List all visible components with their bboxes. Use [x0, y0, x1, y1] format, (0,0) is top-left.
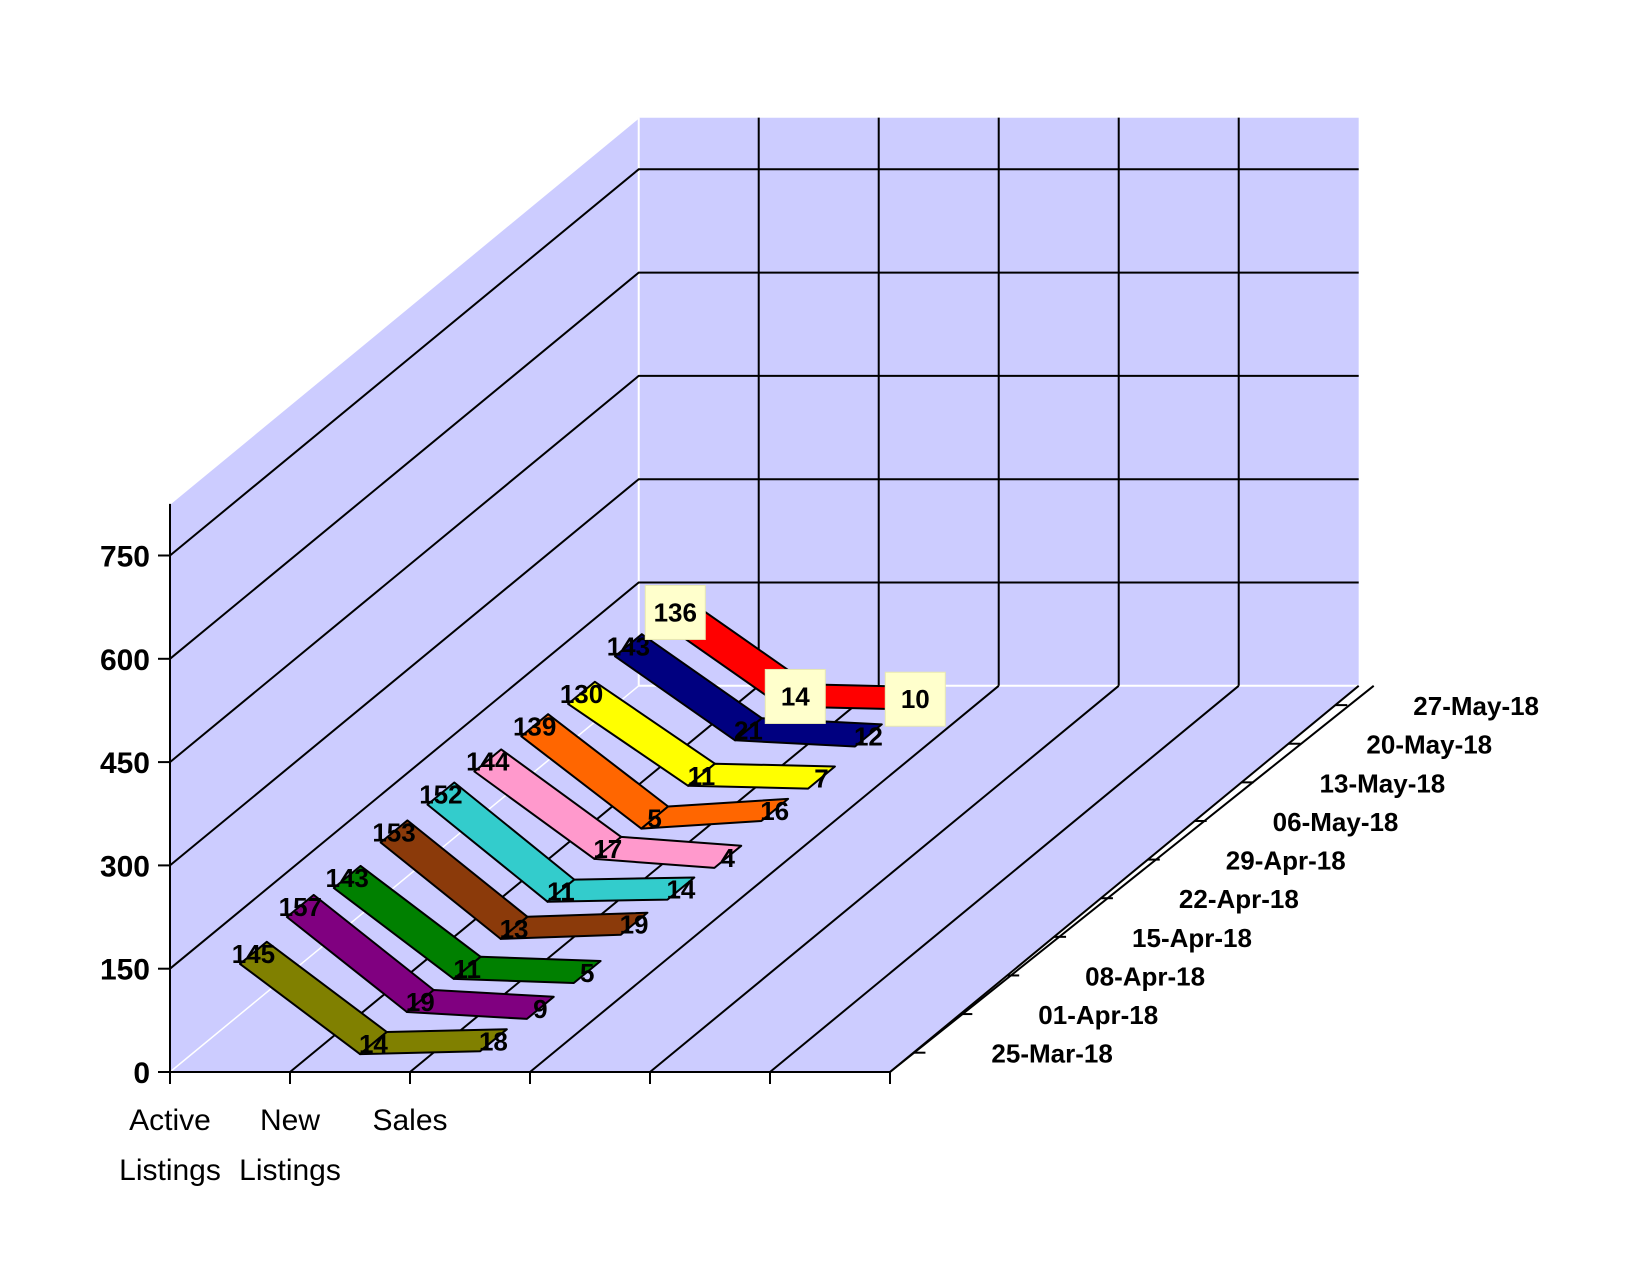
data-label: 144 — [466, 746, 510, 776]
series-label: 06-May-18 — [1273, 807, 1399, 837]
y-axis: 0 150 300 450 600 750 — [100, 503, 171, 1090]
data-label: 14 — [359, 1029, 388, 1059]
series-ribbon-segment — [499, 911, 649, 940]
x-axis: Active Listings New Listings Sales — [119, 1071, 891, 1187]
series-ribbon-segment — [546, 876, 696, 903]
data-label: 139 — [513, 711, 556, 741]
data-label: 19 — [620, 910, 649, 940]
x-category-line: Active — [129, 1104, 211, 1137]
z-axis: 25-Mar-18 01-Apr-18 08-Apr-18 15-Apr-18 22-A… — [889, 685, 1539, 1073]
series-label: 08-Apr-18 — [1085, 961, 1205, 991]
data-label: 11 — [688, 761, 716, 791]
series-ribbon-segment — [593, 835, 743, 869]
data-label: 16 — [760, 796, 789, 826]
data-label: 5 — [580, 958, 594, 988]
data-label-box — [764, 668, 826, 724]
x-category-line: New — [260, 1104, 320, 1137]
data-label: 19 — [406, 987, 435, 1017]
y-tick-label: 0 — [133, 1057, 150, 1090]
y-tick-label: 750 — [100, 541, 150, 574]
series-ribbon-segment — [734, 717, 883, 748]
data-label: 143 — [607, 631, 650, 661]
data-label: 10 — [901, 684, 930, 714]
data-label: 4 — [721, 843, 736, 873]
y-tick-label: 150 — [100, 954, 150, 987]
data-label: 17 — [593, 834, 622, 864]
data-label: 9 — [533, 994, 547, 1024]
series-label: 15-Apr-18 — [1132, 923, 1252, 953]
series-label: 29-Apr-18 — [1226, 846, 1346, 876]
y-tick-label: 450 — [100, 747, 150, 780]
y-tick-label: 600 — [100, 644, 150, 677]
x-category-line: Sales — [372, 1104, 447, 1137]
data-label: 157 — [279, 892, 322, 922]
series-ribbon-segment — [452, 955, 602, 984]
data-label: 21 — [734, 715, 763, 745]
data-label: 143 — [325, 863, 368, 893]
data-label: 145 — [232, 939, 275, 969]
x-category-label: Active Listings — [119, 1104, 221, 1187]
z-axis-line — [889, 685, 1375, 1073]
series-label: 13-May-18 — [1320, 768, 1446, 798]
series-ribbon-segment — [405, 989, 555, 1020]
data-label: 136 — [654, 597, 697, 627]
series-label: 01-Apr-18 — [1038, 1000, 1158, 1030]
data-label: 11 — [453, 954, 481, 984]
data-label-box — [884, 671, 946, 727]
data-label: 130 — [560, 679, 603, 709]
x-gridline-floor — [889, 685, 1360, 1073]
series-ribbon-segment — [687, 762, 836, 790]
series-label: 25-Mar-18 — [991, 1039, 1112, 1069]
x-gridline-floor — [529, 685, 1000, 1073]
series-label: 22-Apr-18 — [1179, 884, 1299, 914]
side-wall — [170, 117, 639, 1072]
series-label: 20-May-18 — [1366, 730, 1492, 760]
data-label: 152 — [419, 780, 462, 810]
series-ribbon-segment — [640, 797, 790, 830]
data-label: 11 — [547, 877, 575, 907]
x-category-line: Listings — [239, 1154, 341, 1187]
data-label: 153 — [372, 817, 415, 847]
series-label: 27-May-18 — [1413, 691, 1539, 721]
data-label: 18 — [479, 1026, 508, 1056]
x-gridline-floor — [649, 685, 1120, 1073]
data-label: 5 — [647, 804, 661, 834]
x-category-label: New Listings — [239, 1104, 341, 1187]
data-label: 7 — [814, 764, 828, 794]
x-category-label: Sales — [372, 1104, 447, 1137]
chart-gridlines — [169, 117, 1360, 1073]
series-ribbon-segment — [359, 1028, 508, 1056]
data-label: 14 — [781, 681, 810, 711]
x-gridline-floor — [769, 685, 1240, 1073]
data-label: 13 — [500, 914, 529, 944]
y-tick-label: 300 — [100, 850, 150, 883]
side-wall-top-edge — [169, 117, 640, 505]
data-label: 14 — [666, 875, 695, 905]
x-category-line: Listings — [119, 1154, 221, 1187]
data-label: 12 — [854, 721, 883, 751]
data-label-box — [644, 584, 706, 640]
